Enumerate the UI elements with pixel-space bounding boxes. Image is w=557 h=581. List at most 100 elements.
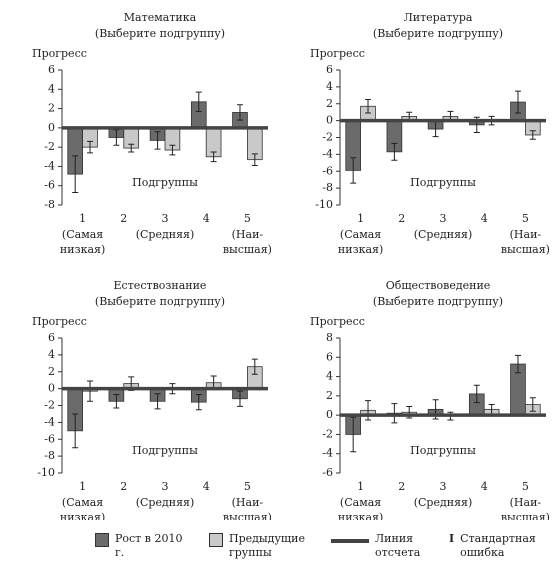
chart-title: Обществоведение — [386, 279, 491, 292]
y-tick-label: -8 — [322, 181, 333, 194]
y-tick-label: -8 — [44, 449, 55, 462]
error-bar — [210, 151, 217, 163]
y-tick-label: -4 — [322, 447, 333, 460]
y-axis-label: Прогресс — [32, 47, 87, 60]
error-bar — [236, 104, 243, 121]
x-tick-label: 1 — [79, 480, 86, 493]
y-tick-label: -4 — [322, 147, 333, 160]
x-tick-label: 3 — [440, 212, 447, 225]
y-axis-label: Прогресс — [310, 47, 365, 60]
x-tick-label: 5 — [244, 212, 251, 225]
chart-subtitle: (Выберите подгруппу) — [373, 295, 503, 308]
legend-swatch — [209, 533, 223, 547]
legend-icon: I — [449, 532, 455, 545]
legend-label: Предыдущие группы — [229, 532, 305, 559]
x-tick-label: 1 — [357, 212, 364, 225]
x-tick-note: (Наи- — [232, 228, 264, 241]
chart-subtitle: (Выберите подгруппу) — [95, 27, 225, 40]
error-bar — [391, 403, 398, 424]
x-tick-note: высшая) — [223, 511, 272, 520]
error-bar — [87, 140, 94, 154]
error-bar — [87, 380, 94, 402]
legend-label: Рост в 2010 г. — [115, 532, 183, 559]
legend-label: Линия отсчета — [375, 532, 421, 559]
y-axis-label: Прогресс — [310, 315, 365, 328]
y-tick-label: 0 — [326, 114, 333, 127]
error-bar — [514, 90, 521, 114]
y-tick-label: -2 — [44, 140, 55, 153]
legend-item: Рост в 2010 г. — [95, 532, 187, 560]
y-tick-label: -6 — [44, 432, 55, 445]
y-tick-label: 4 — [48, 82, 55, 95]
y-axis-label: Прогресс — [32, 315, 87, 328]
chart-subtitle: (Выберите подгруппу) — [95, 295, 225, 308]
error-bar — [251, 358, 258, 375]
x-tick-label: 1 — [79, 212, 86, 225]
y-tick-label: 6 — [48, 63, 55, 76]
y-tick-label: 8 — [326, 331, 333, 344]
error-bar — [529, 130, 536, 140]
x-tick-note: (Самая — [62, 228, 103, 241]
legend-item: I Стандартная ошибка — [449, 532, 540, 560]
y-tick-label: 4 — [326, 370, 333, 383]
legend-swatch — [95, 533, 109, 547]
error-bar — [251, 153, 258, 166]
legend-item: Предыдущие группы — [209, 532, 309, 560]
chart-title: Естествознание — [114, 279, 207, 292]
x-axis-label: Подгруппы — [410, 444, 476, 457]
x-tick-note: (Наи- — [510, 228, 542, 241]
x-tick-label: 2 — [120, 212, 127, 225]
chart-title: Литература — [404, 11, 473, 24]
y-tick-label: -2 — [44, 399, 55, 412]
x-tick-label: 3 — [440, 480, 447, 493]
y-tick-label: -4 — [44, 415, 55, 428]
y-tick-label: -6 — [322, 466, 333, 479]
x-tick-note: (Средняя) — [414, 496, 473, 509]
y-tick-label: 2 — [326, 389, 333, 402]
y-tick-label: -2 — [322, 131, 333, 144]
x-tick-note: (Средняя) — [414, 228, 473, 241]
x-tick-label: 4 — [481, 480, 488, 493]
y-tick-label: 0 — [326, 408, 333, 421]
y-tick-label: -10 — [37, 466, 55, 479]
x-tick-note: низкая) — [60, 511, 105, 520]
error-bar — [473, 384, 480, 404]
y-tick-label: 4 — [48, 348, 55, 361]
chart-subtitle: (Выберите подгруппу) — [373, 27, 503, 40]
x-tick-label: 3 — [162, 212, 169, 225]
error-bar — [72, 413, 79, 449]
error-bar — [350, 416, 357, 453]
y-tick-label: 2 — [48, 365, 55, 378]
error-bar — [128, 143, 135, 153]
y-tick-label: -4 — [44, 159, 55, 172]
y-tick-label: 6 — [48, 331, 55, 344]
legend-item: Линия отсчета — [331, 532, 427, 560]
x-tick-label: 2 — [398, 212, 405, 225]
error-bar — [113, 129, 120, 146]
x-tick-label: 4 — [203, 480, 210, 493]
x-tick-label: 5 — [522, 480, 529, 493]
legend-line — [331, 539, 369, 543]
charts: Математика (Выберите подгруппу) Прогресс 6 4… — [32, 11, 550, 520]
error-bar — [154, 393, 161, 410]
x-axis-label: Подгруппы — [132, 444, 198, 457]
error-bar — [169, 144, 176, 156]
y-tick-label: -6 — [322, 164, 333, 177]
x-tick-note: (Наи- — [510, 496, 542, 509]
error-bar — [154, 131, 161, 150]
x-tick-label: 2 — [120, 480, 127, 493]
x-tick-label: 3 — [162, 480, 169, 493]
y-tick-label: -2 — [322, 427, 333, 440]
y-tick-label: 6 — [326, 350, 333, 363]
error-bar — [365, 99, 372, 114]
error-bar — [72, 155, 79, 193]
y-tick-label: 4 — [326, 80, 333, 93]
x-tick-note: высшая) — [501, 511, 550, 520]
x-axis-label: Подгруппы — [410, 176, 476, 189]
x-tick-note: (Самая — [340, 228, 381, 241]
x-tick-note: (Самая — [62, 496, 103, 509]
x-tick-note: низкая) — [60, 243, 105, 256]
x-tick-note: высшая) — [223, 243, 272, 256]
x-tick-label: 4 — [481, 212, 488, 225]
chart-title: Математика — [124, 11, 197, 24]
